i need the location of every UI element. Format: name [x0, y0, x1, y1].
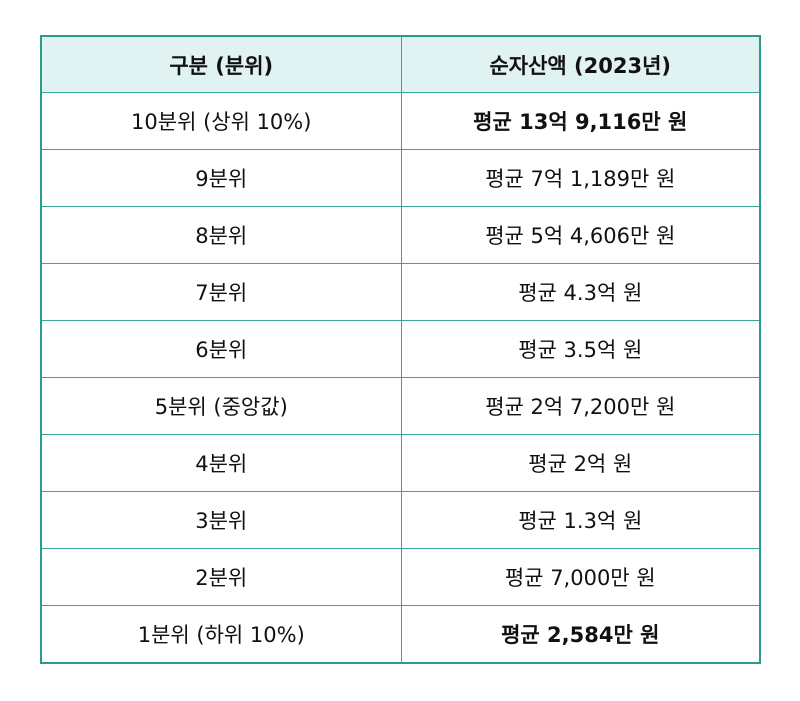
net-assets-cell: 평균 2억 원 — [400, 434, 761, 492]
decile-cell: 1분위 (하위 10%) — [40, 605, 402, 664]
header-net-assets: 순자산액 (2023년) — [400, 35, 761, 93]
decile-cell: 7분위 — [40, 263, 402, 321]
decile-cell: 2분위 — [40, 548, 402, 606]
decile-cell: 6분위 — [40, 320, 402, 378]
table-row: 1분위 (하위 10%) 평균 2,584만 원 — [40, 605, 761, 664]
net-assets-cell: 평균 5억 4,606만 원 — [400, 206, 761, 264]
header-decile: 구분 (분위) — [40, 35, 402, 93]
net-assets-cell: 평균 3.5억 원 — [400, 320, 761, 378]
net-assets-by-decile-table: 구분 (분위) 순자산액 (2023년) 10분위 (상위 10%) 평균 13… — [40, 35, 761, 664]
decile-cell: 4분위 — [40, 434, 402, 492]
decile-cell: 3분위 — [40, 491, 402, 549]
net-assets-cell: 평균 1.3억 원 — [400, 491, 761, 549]
table-row: 10분위 (상위 10%) 평균 13억 9,116만 원 — [40, 92, 761, 150]
table-row: 5분위 (중앙값) 평균 2억 7,200만 원 — [40, 377, 761, 435]
table-row: 3분위 평균 1.3억 원 — [40, 491, 761, 549]
decile-cell: 8분위 — [40, 206, 402, 264]
net-assets-cell: 평균 7,000만 원 — [400, 548, 761, 606]
table-row: 4분위 평균 2억 원 — [40, 434, 761, 492]
decile-cell: 5분위 (중앙값) — [40, 377, 402, 435]
table-row: 9분위 평균 7억 1,189만 원 — [40, 149, 761, 207]
net-assets-cell: 평균 2억 7,200만 원 — [400, 377, 761, 435]
table-row: 7분위 평균 4.3억 원 — [40, 263, 761, 321]
net-assets-table-container: 구분 (분위) 순자산액 (2023년) 10분위 (상위 10%) 평균 13… — [40, 35, 761, 664]
net-assets-cell: 평균 7억 1,189만 원 — [400, 149, 761, 207]
net-assets-cell: 평균 13억 9,116만 원 — [400, 92, 761, 150]
net-assets-cell: 평균 4.3억 원 — [400, 263, 761, 321]
net-assets-cell: 평균 2,584만 원 — [400, 605, 761, 664]
decile-cell: 10분위 (상위 10%) — [40, 92, 402, 150]
table-row: 6분위 평균 3.5억 원 — [40, 320, 761, 378]
table-row: 2분위 평균 7,000만 원 — [40, 548, 761, 606]
table-row: 8분위 평균 5억 4,606만 원 — [40, 206, 761, 264]
decile-cell: 9분위 — [40, 149, 402, 207]
table-header-row: 구분 (분위) 순자산액 (2023년) — [40, 35, 761, 93]
